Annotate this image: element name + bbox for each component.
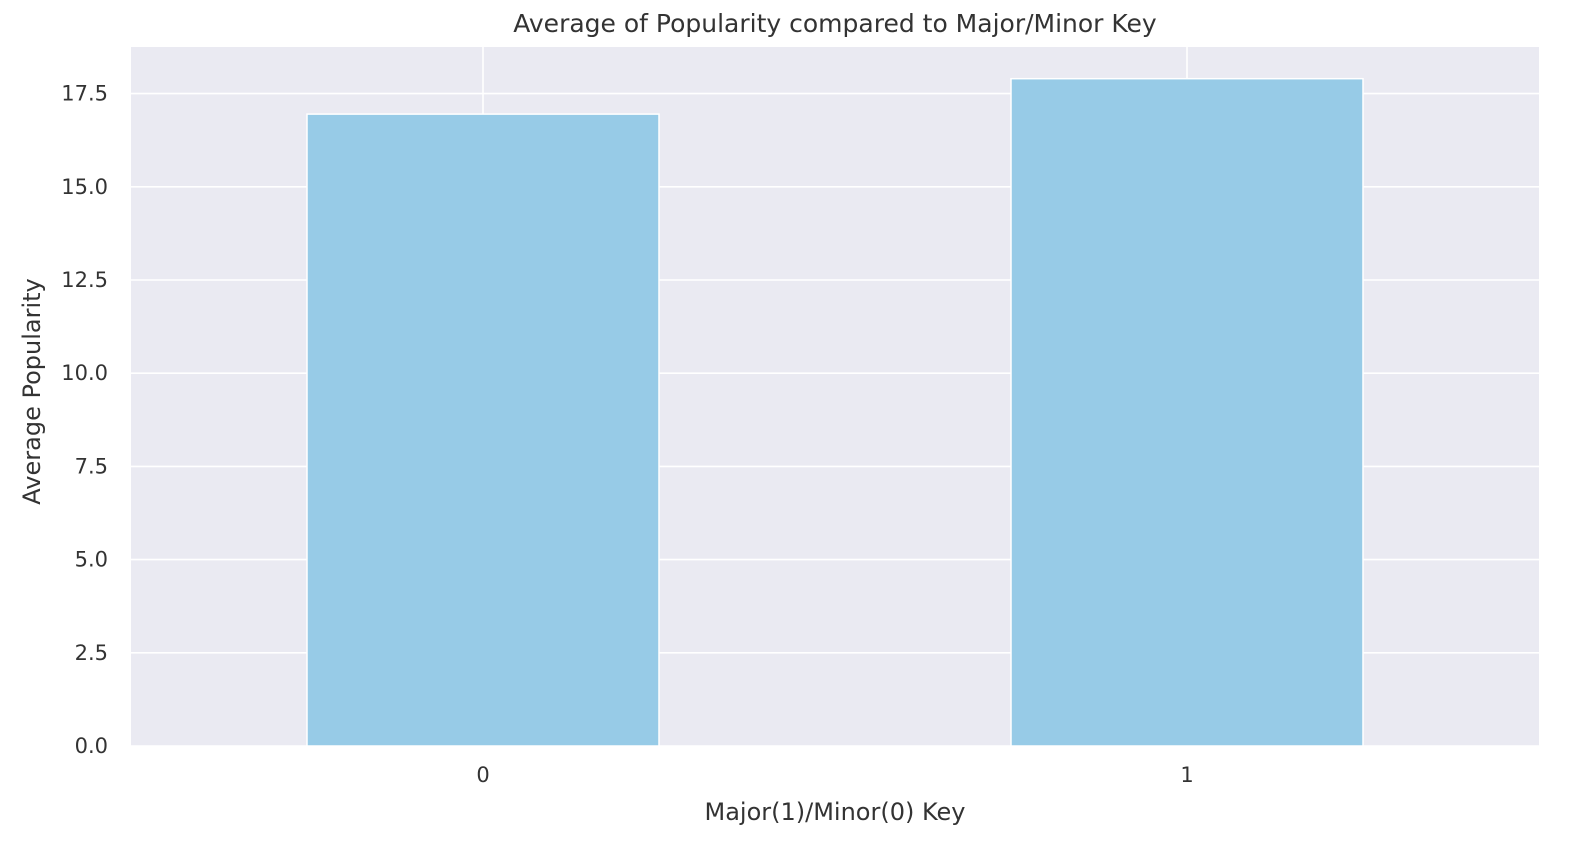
y-tick-label: 7.5 [75, 454, 108, 478]
chart-title: Average of Popularity compared to Major/… [513, 9, 1157, 38]
y-tick-label: 2.5 [75, 641, 108, 665]
x-tick-label: 1 [1180, 763, 1193, 787]
y-tick-labels: 0.0 2.5 5.0 7.5 10.0 12.5 15.0 17.5 [61, 82, 108, 758]
x-axis-label: Major(1)/Minor(0) Key [705, 798, 966, 826]
y-tick-label: 17.5 [61, 82, 108, 106]
y-tick-label: 5.0 [75, 548, 108, 572]
y-tick-label: 0.0 [75, 734, 108, 758]
x-tick-label: 0 [476, 763, 489, 787]
y-tick-label: 12.5 [61, 268, 108, 292]
bar-0 [306, 113, 660, 747]
y-tick-label: 15.0 [61, 175, 108, 199]
y-axis-label: Average Popularity [18, 278, 46, 504]
bars [306, 77, 1364, 747]
bar-1 [1010, 77, 1364, 747]
y-tick-label: 10.0 [61, 361, 108, 385]
